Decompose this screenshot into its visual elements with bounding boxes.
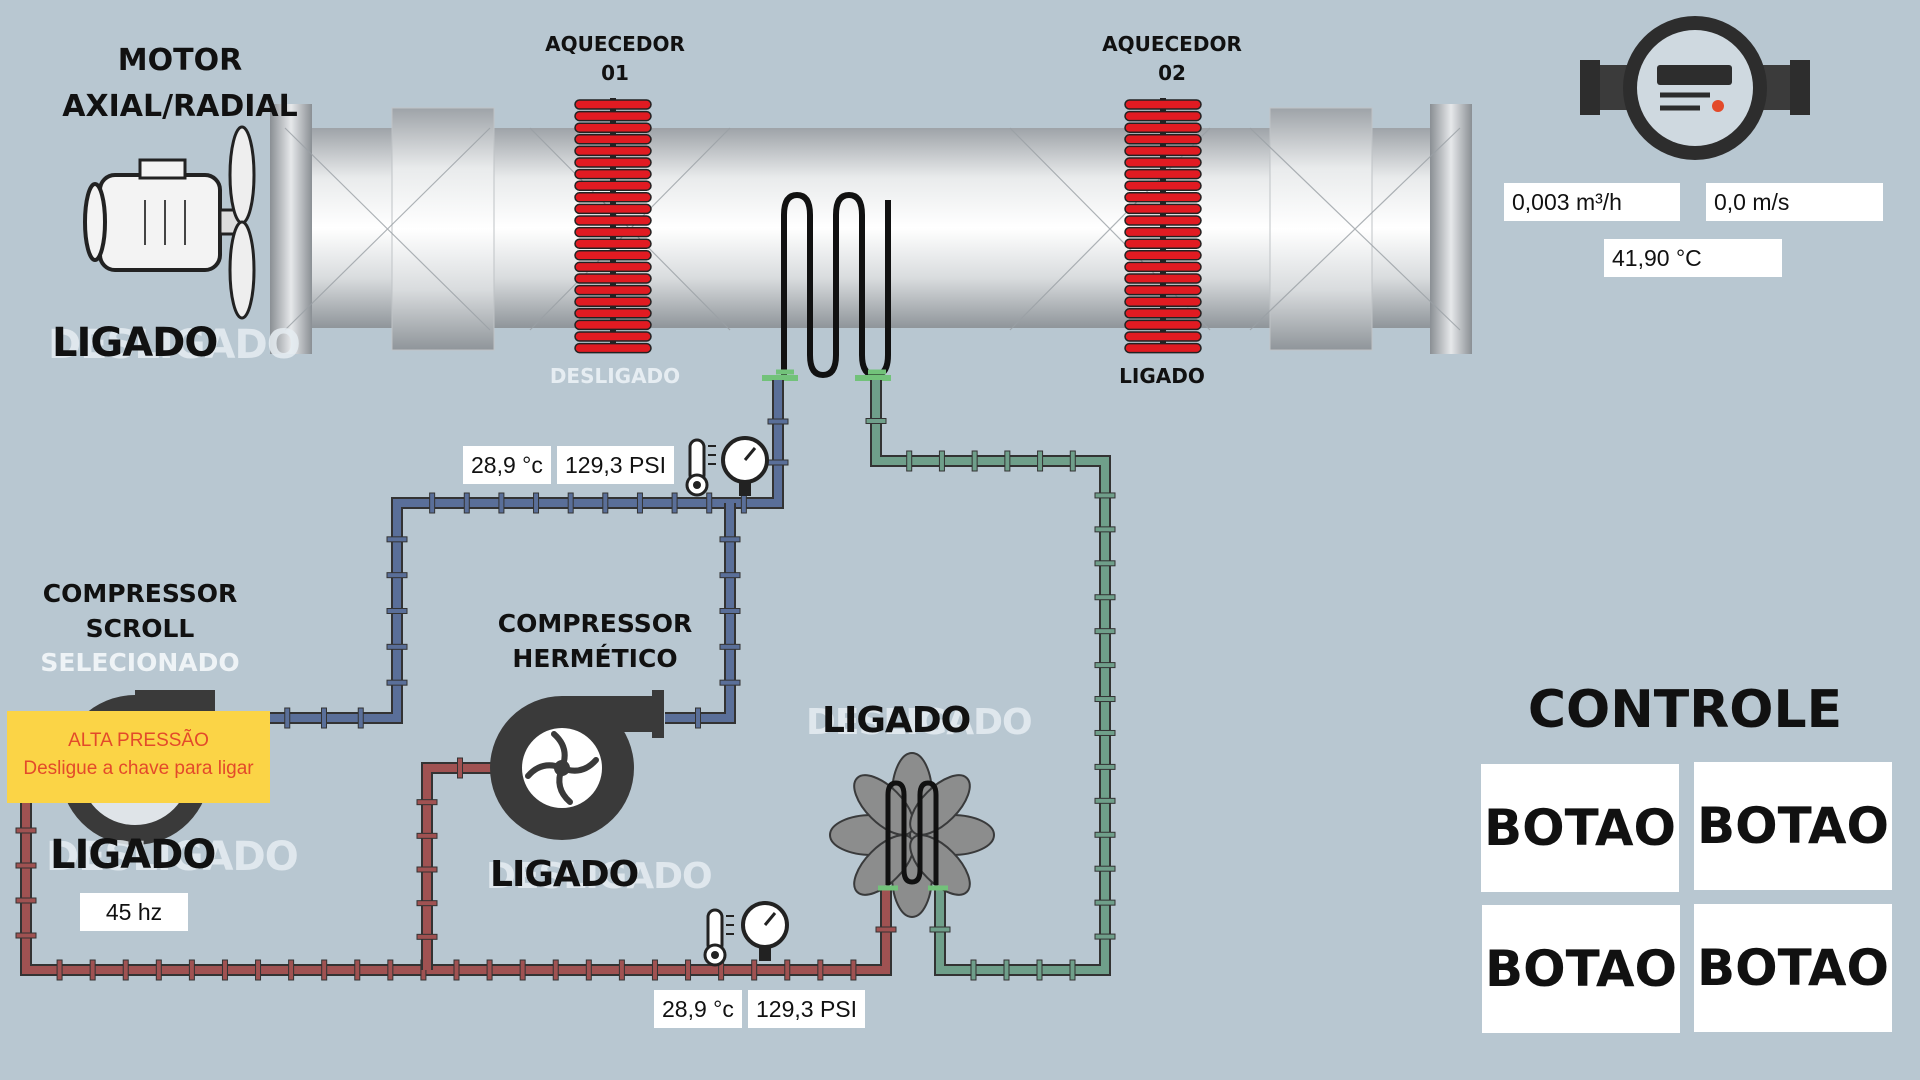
scroll-compressor-title: COMPRESSOR SCROLL: [42, 579, 238, 643]
scroll-status-ghost: DESLIGADO: [46, 834, 299, 880]
flow-meter-icon: [1580, 16, 1810, 160]
condenser-fan-icon: [829, 752, 995, 918]
pipe-segment: [865, 380, 1116, 981]
control-title: CONTROLE: [1527, 680, 1843, 740]
evaporator-coil-icon: [762, 191, 891, 381]
upper-temperature-readout: 28,9 °c: [463, 446, 551, 484]
hermetic-compressor-title: COMPRESSOR HERMÉTICO: [497, 609, 693, 673]
velocity-readout: 0,0 m/s: [1706, 183, 1883, 221]
heater2-status[interactable]: LIGADO: [1119, 364, 1205, 388]
high-pressure-warning: ALTA PRESSÃO Desligue a chave para ligar: [7, 711, 270, 803]
refrigerant-pipes: [15, 380, 1116, 981]
heater1-status[interactable]: DESLIGADO: [549, 364, 681, 388]
pipe-segment: [416, 757, 492, 970]
fan-motor-icon: [83, 125, 256, 320]
motor-status-ghost: DESLIGADO: [48, 322, 301, 368]
upper-pressure-readout: 129,3 PSI: [557, 446, 675, 484]
scroll-status[interactable]: LIGADO: [50, 832, 216, 878]
control-button-4[interactable]: BOTAO: [1694, 904, 1892, 1032]
pressure-gauge-icon: [741, 901, 789, 961]
lower-temperature-readout: 28,9 °c: [654, 990, 742, 1028]
pressure-gauge-icon: [721, 436, 769, 496]
thermometer-icon: [685, 438, 716, 497]
frequency-readout: 45 hz: [80, 893, 188, 931]
motor-title: MOTOR AXIAL/RADIAL: [62, 43, 298, 124]
thermometer-icon: [703, 908, 734, 967]
control-button-3[interactable]: BOTAO: [1482, 905, 1680, 1033]
pipe-segment: [665, 503, 741, 729]
hermetic-status[interactable]: LIGADO: [490, 854, 639, 895]
flow-rate-readout: 0,003 m³/h: [1504, 183, 1680, 221]
condenser-status[interactable]: LIGADO: [822, 700, 971, 741]
heater1-title: AQUECEDOR 01: [545, 32, 685, 85]
air-duct: [270, 104, 1472, 354]
control-button-2[interactable]: BOTAO: [1694, 762, 1892, 890]
heater-coil-icon: [574, 98, 652, 354]
lower-pressure-readout: 129,3 PSI: [748, 990, 866, 1028]
compressor-icon: [490, 690, 664, 840]
scroll-compressor-selected[interactable]: SELECIONADO: [40, 648, 240, 677]
condenser-status-ghost: DESLIGADO: [806, 702, 1033, 743]
heater-coil-icon: [1124, 98, 1202, 354]
motor-status[interactable]: LIGADO: [52, 320, 218, 366]
pipe-segment: [15, 760, 897, 981]
heater2-title: AQUECEDOR 02: [1102, 32, 1242, 85]
hermetic-status-ghost: DESLIGADO: [486, 856, 713, 897]
pipe-segment: [250, 380, 789, 729]
meter-temperature-readout: 41,90 °C: [1604, 239, 1782, 277]
control-button-1[interactable]: BOTAO: [1481, 764, 1679, 892]
